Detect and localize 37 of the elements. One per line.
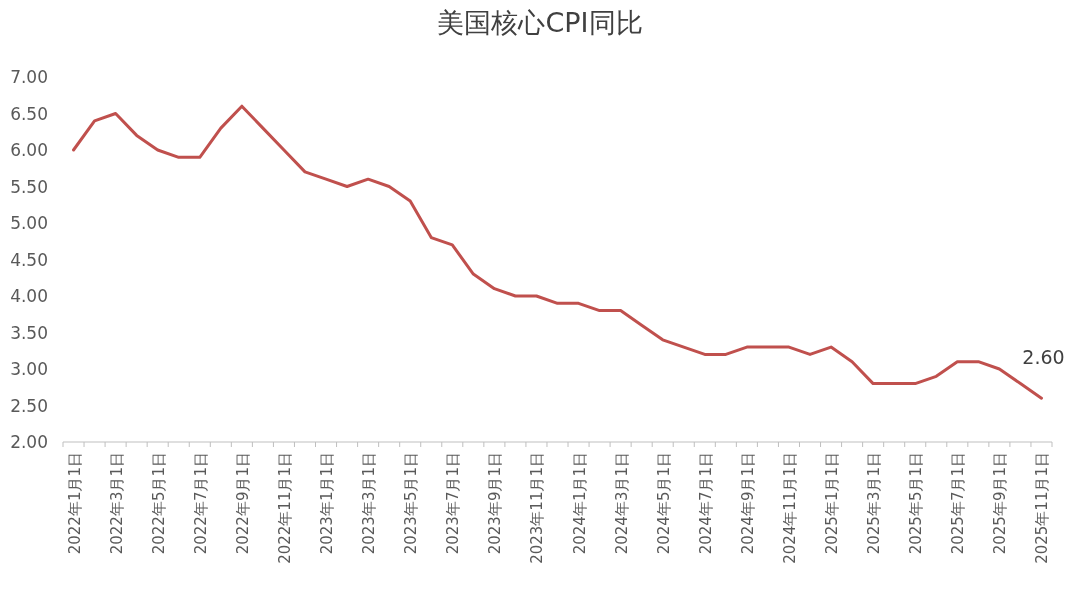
x-tick-label: 2022年11月1日 [275, 452, 294, 564]
x-tick-label: 2025年3月1日 [865, 452, 884, 555]
y-tick-label: 5.00 [10, 213, 48, 233]
x-tick-label: 2024年5月1日 [654, 452, 673, 555]
y-tick-label: 3.00 [10, 359, 48, 379]
y-tick-label: 4.50 [10, 249, 48, 270]
annotation: 2.60 [1022, 346, 1065, 369]
x-tick-label: 2023年3月1日 [360, 452, 379, 555]
x-tick-label: 2022年5月1日 [149, 452, 168, 555]
x-tick-label: 2024年7月1日 [696, 452, 715, 555]
x-tick-label: 2023年1月1日 [318, 452, 337, 555]
x-tick-label: 2025年7月1日 [949, 452, 968, 555]
x-tick-label: 2024年9月1日 [738, 452, 757, 555]
x-tick-label: 2022年7月1日 [191, 452, 210, 555]
y-tick-label: 6.00 [10, 140, 48, 160]
x-tick-label: 2023年11月1日 [528, 452, 547, 564]
x-tick-label: 2025年9月1日 [991, 452, 1010, 555]
x-tick-label: 2023年9月1日 [486, 452, 505, 555]
x-tick-label: 2025年5月1日 [907, 452, 926, 555]
y-tick-label: 6.50 [10, 103, 48, 124]
x-tick-label: 2022年9月1日 [233, 452, 252, 555]
y-tick-label: 5.50 [10, 176, 48, 197]
x-tick-label: 2023年5月1日 [402, 452, 421, 555]
chart-title: 美国核心CPI同比 [437, 7, 643, 38]
y-tick-label: 7.00 [10, 67, 48, 87]
x-tick-label: 2025年11月1日 [1033, 452, 1052, 564]
x-tick-label: 2024年3月1日 [612, 452, 631, 555]
x-tick-label: 2022年1月1日 [65, 452, 84, 555]
x-tick-label: 2024年11月1日 [780, 452, 799, 564]
x-tick-label: 2023年7月1日 [444, 452, 463, 555]
y-tick-label: 2.50 [10, 395, 48, 416]
x-tick-label: 2025年1月1日 [823, 452, 842, 555]
y-tick-label: 3.50 [10, 322, 48, 343]
y-tick-label: 4.00 [10, 286, 48, 306]
y-tick-label: 2.00 [10, 432, 48, 452]
x-tick-label: 2022年3月1日 [107, 452, 126, 555]
x-tick-label: 2024年1月1日 [570, 452, 589, 555]
